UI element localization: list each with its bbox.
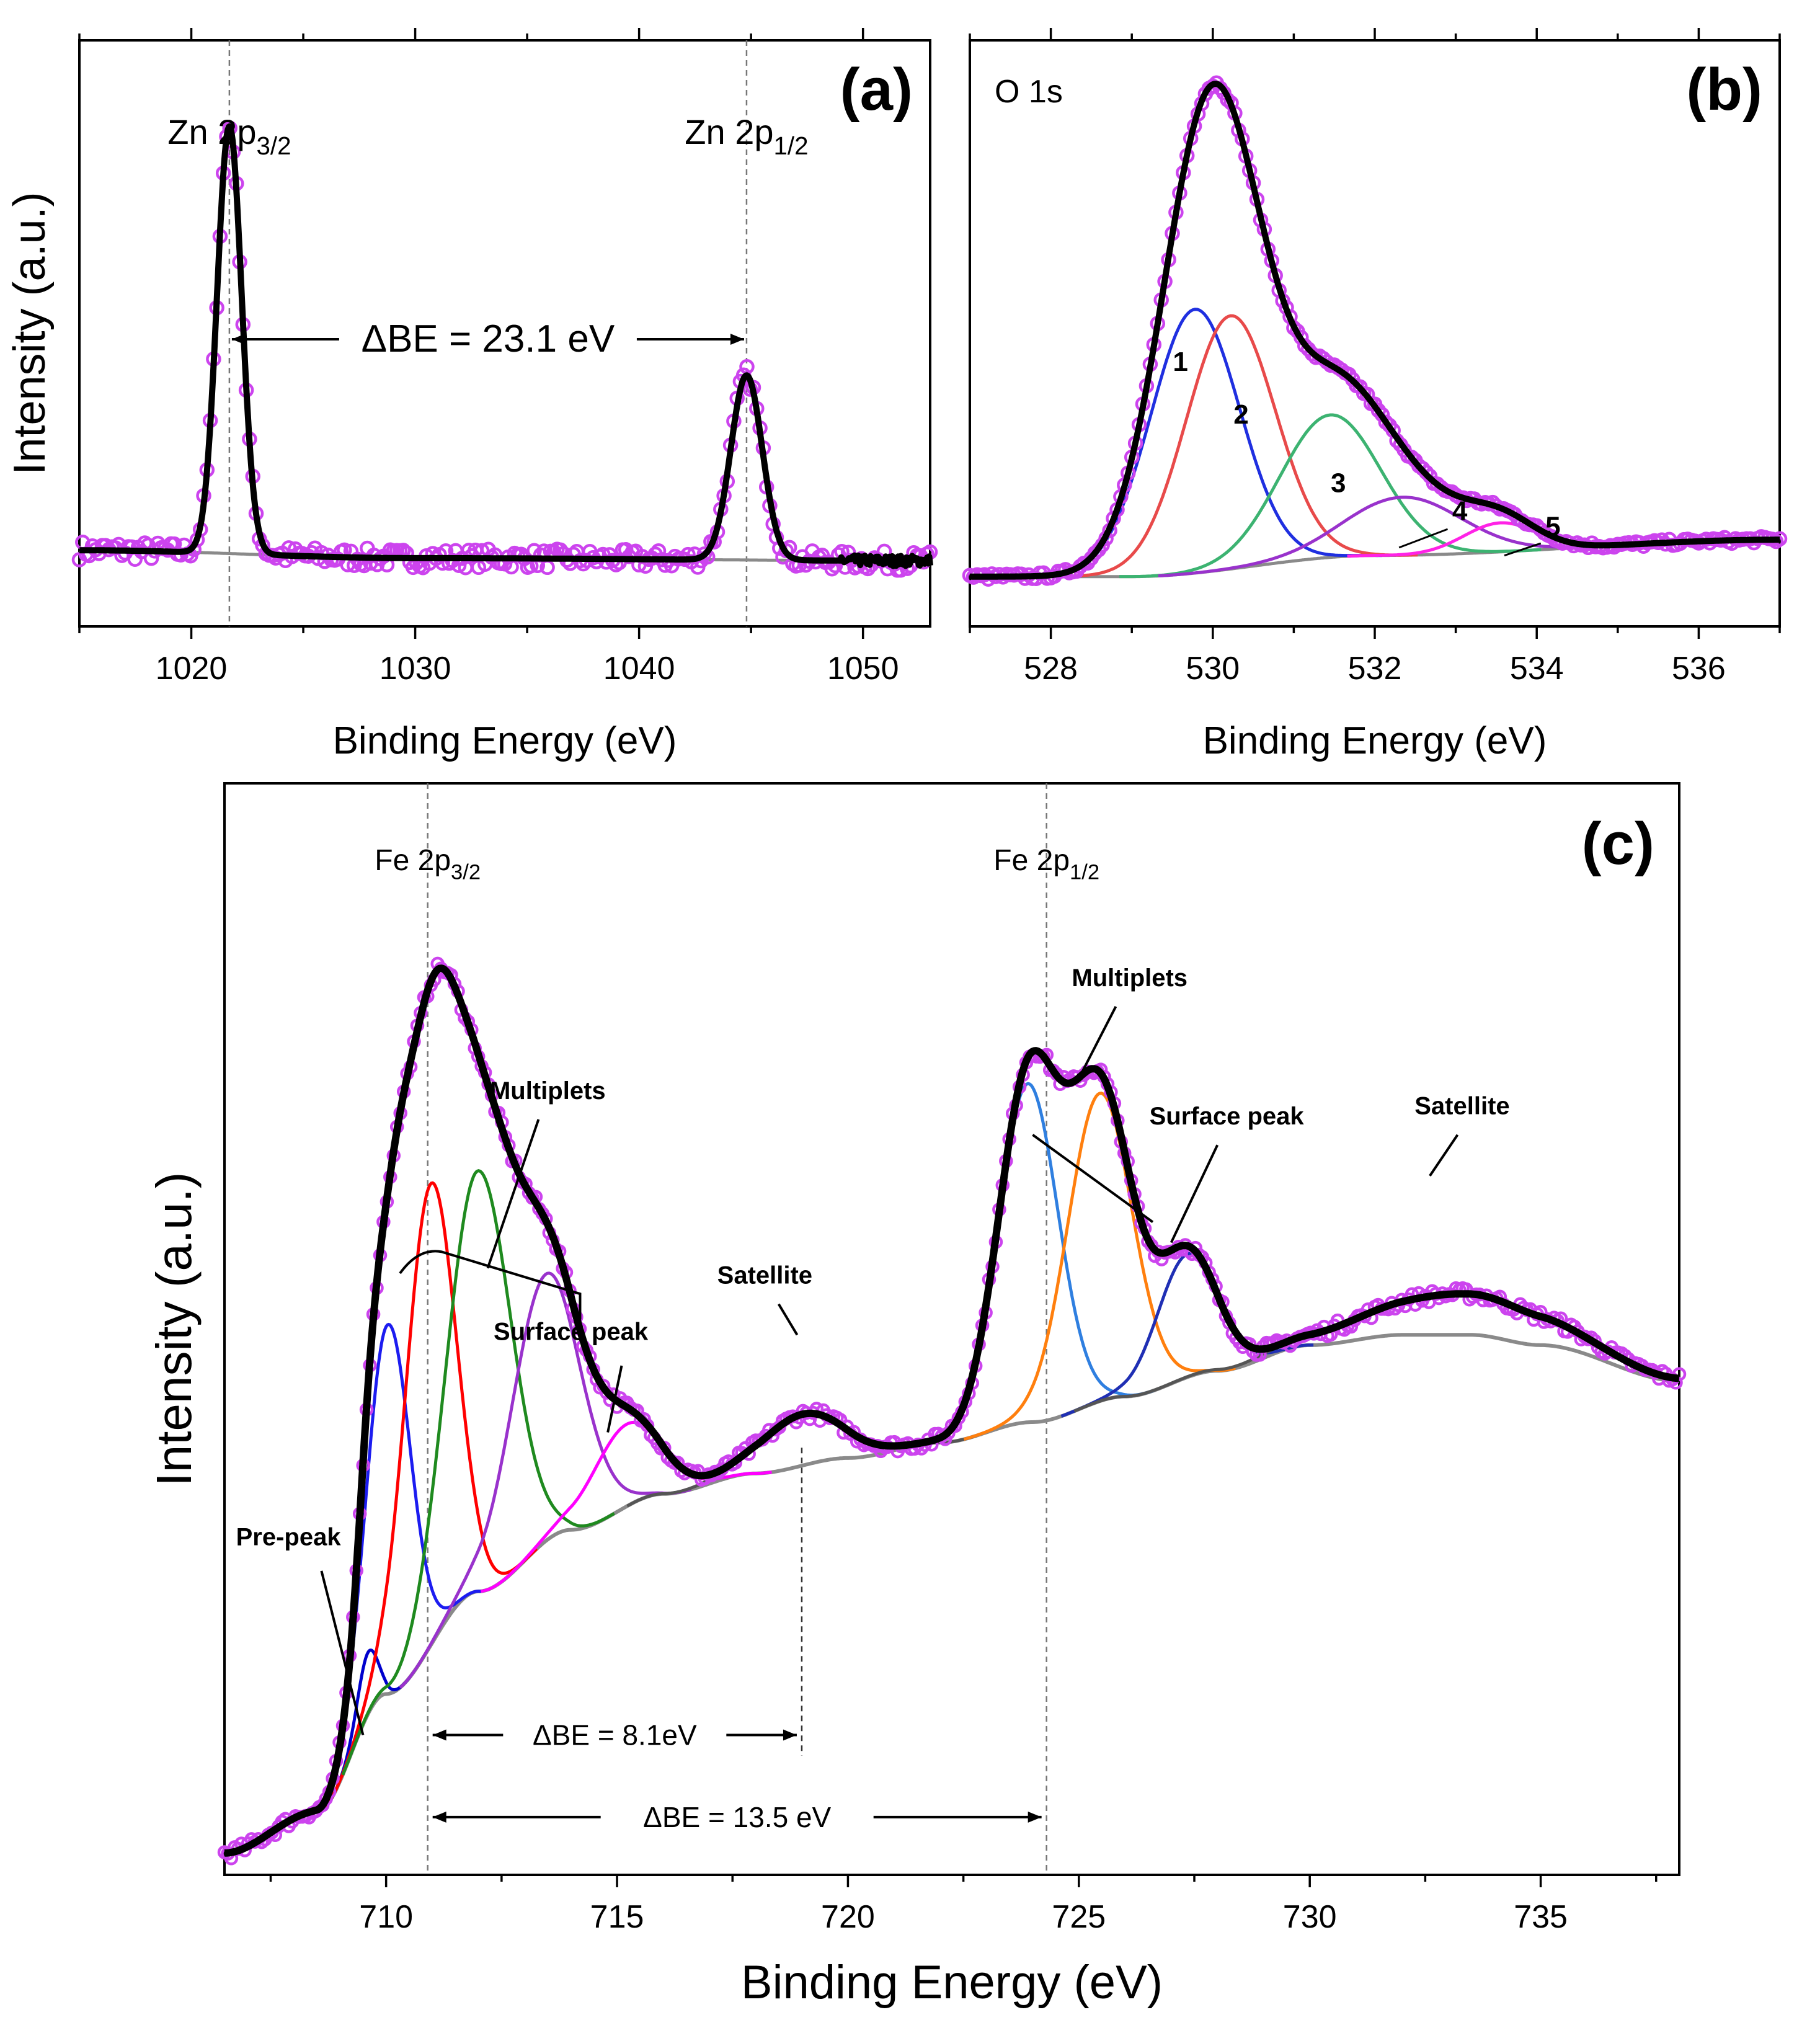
peak-label-subscript: 1/2 [774, 131, 809, 160]
peak-label-subscript: 3/2 [451, 860, 481, 884]
component-number-label: 5 [1545, 511, 1560, 541]
plot-frame [969, 39, 1781, 628]
panel-label: (c) [1582, 811, 1654, 877]
peak-annotation: Satellite [1414, 1093, 1509, 1120]
x-tick-label: 1020 [156, 651, 228, 687]
component-number-label: 2 [1233, 399, 1248, 430]
x-tick-label: 1030 [380, 651, 451, 687]
delta-be-label: ΔBE = 23.1 eV [362, 318, 615, 360]
leader-line [777, 1303, 799, 1336]
peak-label-subscript: 3/2 [256, 131, 291, 160]
data-points [962, 75, 1788, 587]
component-curve [1008, 308, 1382, 579]
peak-annotation: Pre-peak [236, 1523, 342, 1551]
arrow-head [231, 333, 246, 345]
x-tick-label: 1050 [827, 651, 899, 687]
x-tick-label: 710 [359, 1899, 413, 1935]
x-tick-label: 1040 [603, 651, 675, 687]
x-axis-label: Binding Energy (eV) [741, 1956, 1163, 2009]
x-tick-label: 532 [1348, 651, 1402, 687]
arrow-head [432, 1811, 446, 1823]
peak-label-main: Fe 2p [993, 844, 1070, 877]
arrow-head [432, 1729, 446, 1741]
leader-line [1078, 1006, 1117, 1079]
x-tick-label: 735 [1514, 1899, 1568, 1935]
x-tick-label: 536 [1672, 651, 1726, 687]
peak-label-subscript: 1/2 [1070, 860, 1099, 884]
plot-frame [223, 782, 1680, 1876]
peak-label-main: Zn 2p [167, 112, 256, 151]
panel-a-zn-2p: 1020 1030 1040 1050 Binding Energy (eV) Inten… [5, 28, 938, 762]
peak-label: Fe 2p1/2 [993, 844, 1099, 884]
leader-line [1398, 528, 1449, 549]
leader-line [320, 1570, 365, 1736]
fit-envelope [967, 81, 1782, 580]
data-point [696, 546, 712, 562]
peak-label: Zn 2p1/2 [685, 112, 808, 160]
component-curve [322, 1181, 538, 1810]
background-line [224, 1333, 1679, 1855]
component-curve [963, 1092, 1236, 1441]
peak-annotation: Multiplets [1072, 964, 1187, 992]
peak-label: Zn 2p3/2 [167, 112, 291, 160]
panel-c-fe-2p: 710 715 720 725 730 735 Binding Energy (eV) Int… [146, 782, 1687, 2009]
peak-label: Fe 2p3/2 [375, 844, 481, 884]
core-level-label: O 1s [995, 74, 1063, 110]
x-tick-label: 530 [1186, 651, 1240, 687]
component-curve [1119, 413, 1542, 579]
leader-line [1429, 1134, 1459, 1177]
panel-label: (b) [1686, 56, 1762, 123]
x-tick-label: 730 [1283, 1899, 1337, 1935]
peak-annotation: Satellite [717, 1262, 812, 1289]
x-tick-label: 725 [1052, 1899, 1106, 1935]
multiplets-bracket [1032, 1134, 1154, 1223]
component-number-label: 4 [1452, 496, 1468, 527]
leader-line [486, 1119, 540, 1269]
x-tick-label: 534 [1510, 651, 1564, 687]
peak-annotation: Multiplets [490, 1077, 606, 1105]
peak-annotation: Surface peak [1150, 1103, 1305, 1130]
arrow-head [730, 333, 744, 345]
x-axis-label: Binding Energy (eV) [1203, 719, 1547, 762]
x-axis-label: Binding Energy (eV) [333, 719, 677, 762]
component-number-label: 3 [1331, 468, 1346, 499]
x-tick-label: 720 [821, 1899, 875, 1935]
peak-annotation: Surface peak [494, 1319, 649, 1346]
delta-be-label: ΔBE = 13.5 eV [643, 1801, 831, 1833]
x-tick-label: 528 [1024, 651, 1078, 687]
leader-line [606, 1365, 623, 1433]
leader-line [1170, 1144, 1219, 1244]
leader-line [1504, 542, 1542, 557]
y-axis-label: Intensity (a.u.) [146, 1172, 202, 1487]
multiplets-bracket [399, 1250, 582, 1320]
arrow-head [1028, 1811, 1042, 1823]
data-point [1378, 414, 1394, 430]
component-curve [399, 1271, 691, 1689]
peak-label-main: Zn 2p [685, 112, 773, 151]
panel-label: (a) [840, 56, 913, 123]
component-curve [1043, 314, 1418, 579]
fit-envelope [77, 123, 933, 569]
arrow-head [783, 1729, 797, 1741]
peak-label-main: Fe 2p [375, 844, 451, 877]
x-tick-label: 715 [590, 1899, 644, 1935]
component-curve [341, 1168, 615, 1776]
data-point [1672, 1367, 1687, 1381]
plot-frame [78, 39, 931, 628]
delta-be-label: ΔBE = 8.1eV [533, 1719, 697, 1751]
component-number-label: 1 [1173, 347, 1187, 377]
fit-envelope [222, 964, 1682, 1857]
y-axis-label: Intensity (a.u.) [5, 192, 55, 474]
